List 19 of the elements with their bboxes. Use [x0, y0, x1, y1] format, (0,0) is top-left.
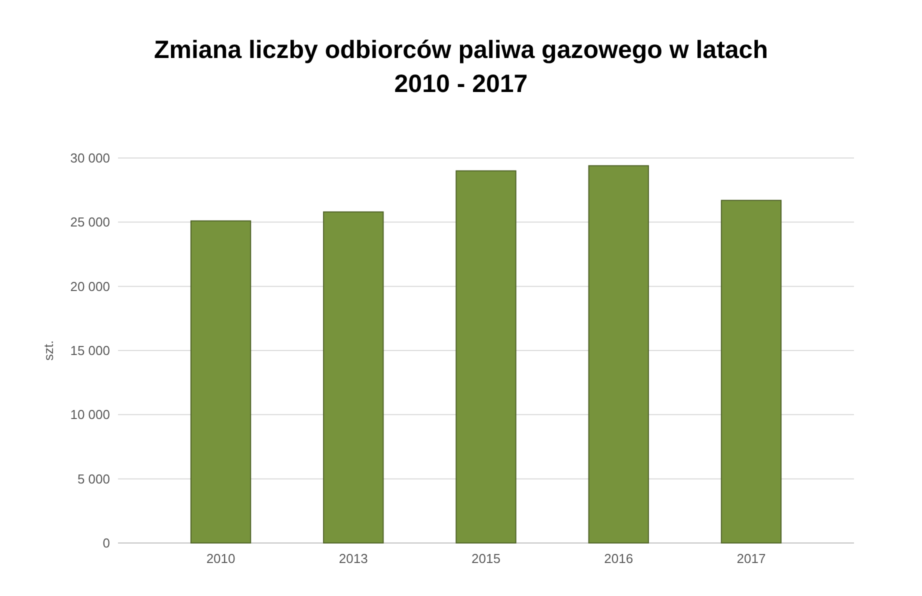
x-tick-label: 2017 [736, 551, 766, 566]
x-tick-label: 2013 [338, 551, 368, 566]
bar [190, 220, 252, 544]
bar [456, 170, 516, 544]
y-tick-label: 20 000 [70, 278, 110, 294]
y-tick-label: 30 000 [70, 150, 110, 166]
y-tick-label: 5 000 [77, 471, 110, 486]
chart-title: Zmiana liczby odbiorców paliwa gazowego w latach 2010 - 2017 [154, 36, 768, 98]
y-tick-label: 0 [102, 536, 110, 551]
x-tick-label: 2010 [206, 551, 236, 566]
y-tick-label: 10 000 [70, 407, 110, 422]
y-axis-title: szt. [41, 340, 56, 361]
y-tick-label: 15 000 [70, 343, 110, 358]
x-tick-label: 2016 [604, 551, 634, 566]
bar [720, 200, 782, 544]
x-tick-label: 2015 [472, 551, 500, 566]
bar [323, 211, 384, 544]
bar [588, 165, 649, 544]
y-tick-label: 25 000 [70, 214, 110, 230]
